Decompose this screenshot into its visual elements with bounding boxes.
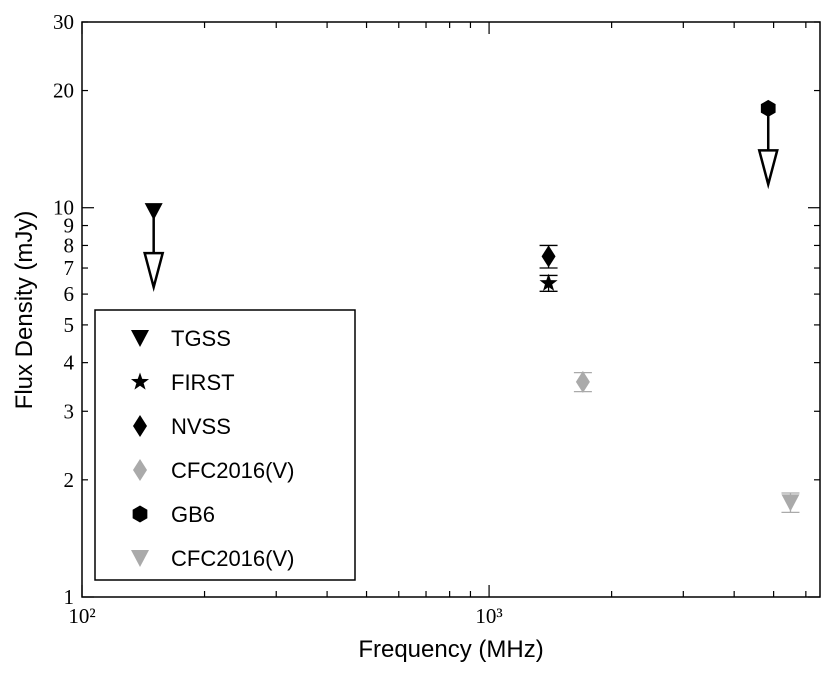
marker: [575, 370, 590, 393]
legend-box: [94, 309, 356, 581]
legend-label: FIRST: [171, 370, 235, 395]
y-tick-label: 8: [64, 233, 75, 257]
series: [539, 273, 558, 292]
y-tick-label: 3: [64, 399, 75, 423]
legend-label: NVSS: [171, 414, 231, 439]
arrow-head: [143, 251, 165, 293]
y-axis-label: Flux Density (mJy): [11, 211, 38, 410]
series: [757, 99, 779, 190]
legend-marker: [133, 415, 147, 437]
legend-marker: [132, 505, 148, 523]
marker: [760, 99, 776, 117]
series: [143, 203, 165, 293]
marker: [541, 245, 556, 268]
y-tick-label: 6: [64, 282, 75, 306]
marker: [144, 203, 163, 221]
y-tick-label: 7: [64, 256, 75, 280]
legend: TGSS FIRST NVSS CFC2016(V) GB6 CFC2016(V): [94, 309, 356, 581]
arrow-head: [757, 149, 779, 190]
series: [573, 370, 592, 393]
legend-label: TGSS: [171, 326, 231, 351]
y-tick-label: 5: [64, 313, 75, 337]
legend-marker: [131, 330, 149, 347]
legend-marker: [131, 550, 149, 567]
series: [539, 244, 558, 269]
legend-label: CFC2016(V): [171, 546, 294, 571]
y-tick-label: 10: [53, 196, 74, 220]
y-tick-label: 30: [53, 10, 74, 34]
marker: [781, 494, 800, 512]
series: [781, 492, 800, 513]
y-tick-label: 1: [64, 585, 75, 609]
legend-label: CFC2016(V): [171, 458, 294, 483]
marker: [539, 273, 558, 291]
y-tick-label: 20: [53, 79, 74, 103]
x-axis-label: Frequency (MHz): [358, 636, 543, 663]
legend-marker: [133, 459, 147, 481]
plot-frame: [81, 21, 821, 598]
x-tick-label: 10²: [68, 604, 95, 628]
legend-marker: [130, 372, 150, 390]
x-tick-label: 10³: [475, 604, 502, 628]
y-tick-label: 9: [64, 214, 75, 238]
y-tick-label: 4: [64, 351, 75, 375]
y-tick-label: 2: [64, 468, 75, 492]
legend-label: GB6: [171, 502, 215, 527]
